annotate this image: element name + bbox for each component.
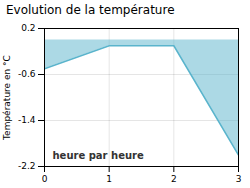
svg-text:3: 3 (236, 174, 242, 184)
svg-text:heure par heure: heure par heure (53, 150, 144, 161)
svg-text:-1.4: -1.4 (18, 115, 36, 125)
svg-text:-0.6: -0.6 (18, 69, 36, 79)
svg-text:-2.2: -2.2 (18, 161, 36, 171)
svg-text:2: 2 (171, 174, 177, 184)
svg-text:0.2: 0.2 (21, 23, 35, 33)
svg-text:0: 0 (42, 174, 48, 184)
html-text:Evolution de la température: Evolution de la température (6, 3, 175, 17)
svg-text:1: 1 (106, 174, 112, 184)
svg-text:Température en °C: Température en °C (2, 55, 12, 141)
